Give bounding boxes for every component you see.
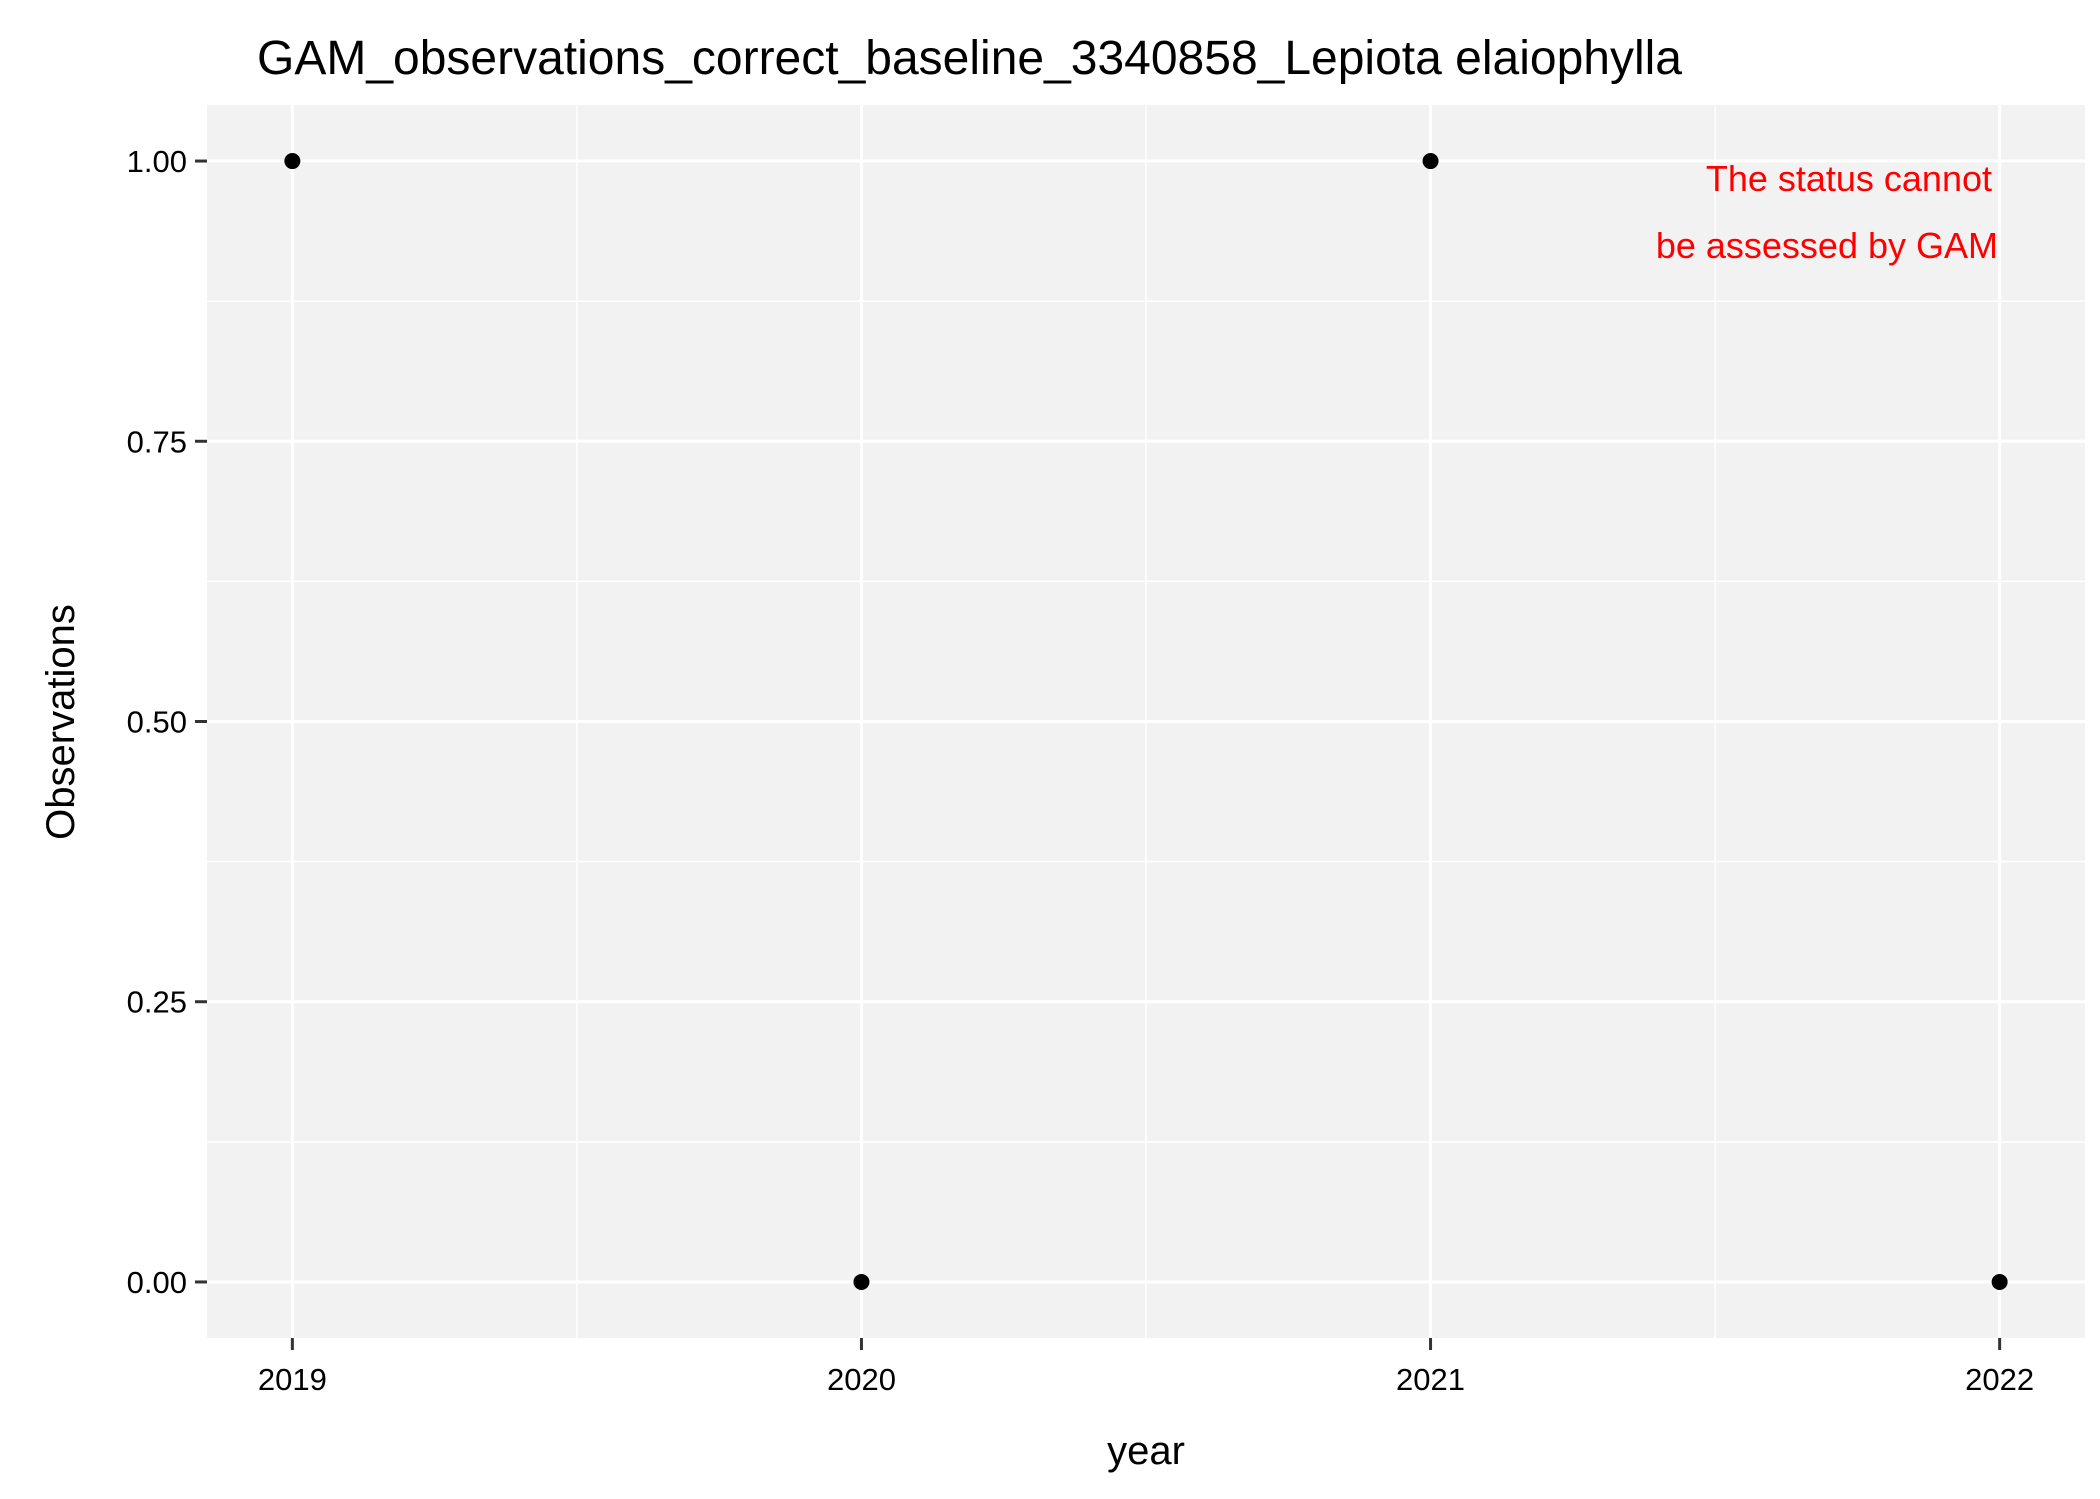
y-tick-label: 0.50: [127, 705, 187, 740]
data-point: [853, 1273, 870, 1290]
major-gridlines: [207, 105, 2085, 1338]
data-point: [1991, 1273, 2008, 1290]
x-tick-label: 2022: [1965, 1362, 2034, 1397]
y-tick-label: 0.00: [127, 1265, 187, 1300]
y-tick-label: 0.75: [127, 424, 187, 459]
data-point: [1422, 153, 1439, 170]
axis-ticks: 2019 2020 2021 2022 0.00 0.25 0.50 0.75 1.00: [127, 144, 2034, 1397]
chart-title: GAM_observations_correct_baseline_334085…: [257, 32, 1682, 85]
x-axis-title: year: [1107, 1429, 1185, 1473]
status-annotation-line-2: be assessed by GAM: [1656, 225, 1998, 266]
y-axis-title: Observations: [39, 604, 83, 840]
data-point: [284, 153, 301, 170]
y-tick-label: 0.25: [127, 985, 187, 1020]
y-tick-label: 1.00: [127, 144, 187, 179]
data-points: [284, 153, 2008, 1290]
x-tick-label: 2020: [827, 1362, 896, 1397]
x-tick-label: 2021: [1396, 1362, 1465, 1397]
status-annotation-line-1: The status cannot: [1706, 158, 1992, 199]
x-tick-label: 2019: [258, 1362, 327, 1397]
